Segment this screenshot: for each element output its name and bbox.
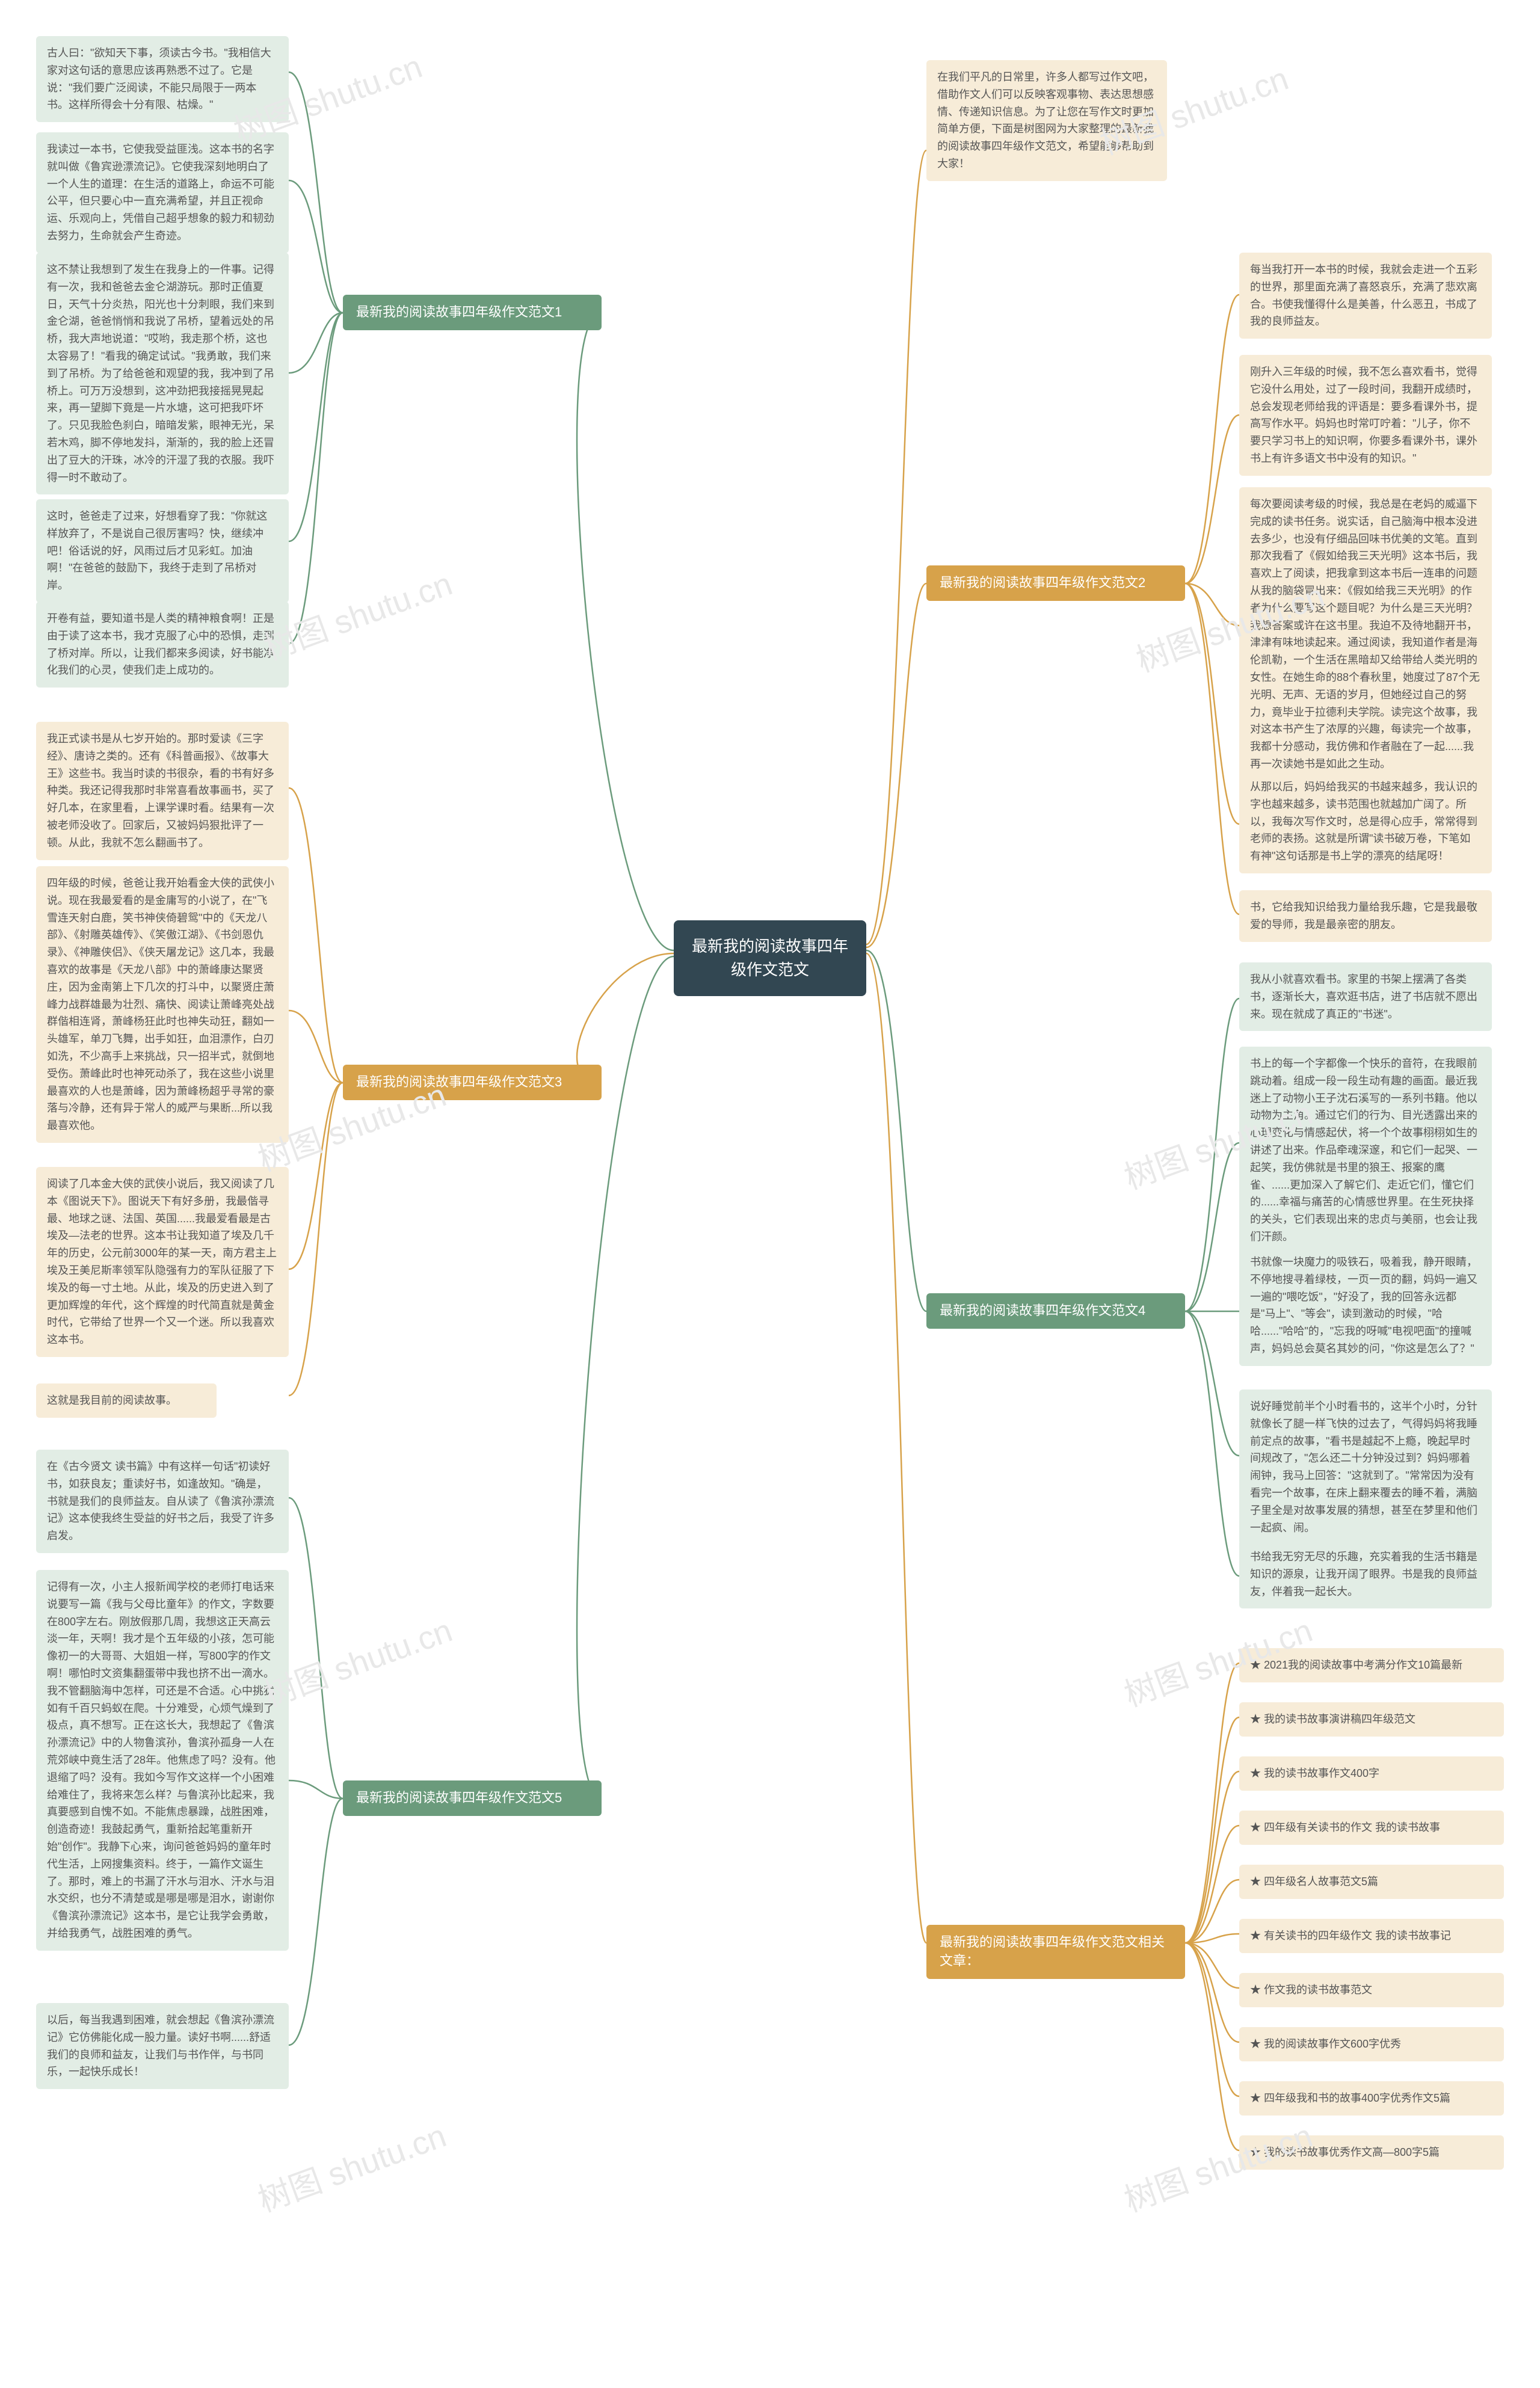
leaf-node: 四年级的时候，爸爸让我开始看金大侠的武侠小说。现在我最爱看的是金庸写的小说了，在… [36,866,289,1143]
leaf-node: 我正式读书是从七岁开始的。那时爱读《三字经》、唐诗之类的。还有《科普画报》、《故… [36,722,289,860]
leaf-node: 书给我无穷无尽的乐趣，充实着我的生活书籍是知识的源泉，让我开阔了眼界。书是我的良… [1239,1540,1492,1608]
center-node: 最新我的阅读故事四年级作文范文 [674,920,866,996]
leaf-node: ★ 有关读书的四年级作文 我的读书故事记 [1239,1919,1504,1953]
leaf-node: 每当我打开一本书的时候，我就会走进一个五彩的世界，那里面充满了喜怒哀乐，充满了悲… [1239,253,1492,339]
branch-node: 最新我的阅读故事四年级作文范文2 [926,565,1185,601]
leaf-node: 阅读了几本金大侠的武侠小说后，我又阅读了几本《图说天下》。图说天下有好多册，我最… [36,1167,289,1357]
leaf-node: ★ 四年级名人故事范文5篇 [1239,1865,1504,1899]
leaf-node: ★ 我的读书故事优秀作文高—800字5篇 [1239,2135,1504,2170]
leaf-node: ★ 2021我的阅读故事中考满分作文10篇最新 [1239,1648,1504,1682]
leaf-node: ★ 四年级我和书的故事400字优秀作文5篇 [1239,2081,1504,2116]
leaf-node: 在我们平凡的日常里，许多人都写过作文吧，借助作文人们可以反映客观事物、表达思想感… [926,60,1167,181]
branch-node: 最新我的阅读故事四年级作文范文相关文章： [926,1925,1185,1979]
leaf-node: ★ 我的读书故事演讲稿四年级范文 [1239,1702,1504,1737]
leaf-node: 刚升入三年级的时候，我不怎么喜欢看书，觉得它没什么用处，过了一段时间，我翻开成绩… [1239,355,1492,476]
leaf-node: 这不禁让我想到了发生在我身上的一件事。记得有一次，我和爸爸去金仑湖游玩。那时正值… [36,253,289,494]
leaf-node: ★ 我的读书故事作文400字 [1239,1756,1504,1791]
leaf-node: 从那以后，妈妈给我买的书越来越多，我认识的字也越来越多，读书范围也就越加广阔了。… [1239,770,1492,873]
branch-node: 最新我的阅读故事四年级作文范文5 [343,1780,602,1816]
leaf-node: 记得有一次，小主人报新闻学校的老师打电话来说要写一篇《我与父母比童年》的作文，字… [36,1570,289,1951]
leaf-node: 开卷有益，要知道书是人类的精神粮食啊！正是由于读了这本书，我才克服了心中的恐惧，… [36,602,289,688]
leaf-node: 书就像一块魔力的吸铁石，吸着我，静开眼睛，不停地搜寻着绿枝，一页一页的翻，妈妈一… [1239,1245,1492,1366]
leaf-node: 这就是我目前的阅读故事。 [36,1383,217,1418]
leaf-node: 古人曰："欲知天下事，须读古今书。"我相信大家对这句话的意思应该再熟悉不过了。它… [36,36,289,122]
leaf-node: 书上的每一个字都像一个快乐的音符，在我眼前跳动着。组成一段一段生动有趣的画面。最… [1239,1047,1492,1254]
leaf-node: ★ 四年级有关读书的作文 我的读书故事 [1239,1811,1504,1845]
leaf-node: 我读过一本书，它使我受益匪浅。这本书的名字就叫做《鲁宾逊漂流记》。它使我深刻地明… [36,132,289,253]
leaf-node: 以后，每当我遇到困难，就会想起《鲁滨孙漂流记》它仿佛能化成一股力量。读好书啊..… [36,2003,289,2089]
leaf-node: 在《古今贤文 读书篇》中有这样一句话"初读好书，如获良友；重读好书，如逢故知。"… [36,1450,289,1553]
branch-node: 最新我的阅读故事四年级作文范文3 [343,1065,602,1100]
leaf-node: ★ 作文我的读书故事范文 [1239,1973,1504,2007]
leaf-node: 说好睡觉前半个小时看书的，这半个小时，分针就像长了腿一样飞快的过去了，气得妈妈将… [1239,1389,1492,1545]
watermark: 树图 shutu.cn [250,2109,451,2221]
branch-node: 最新我的阅读故事四年级作文范文1 [343,295,602,330]
branch-node: 最新我的阅读故事四年级作文范文4 [926,1293,1185,1329]
leaf-node: 这时，爸爸走了过来，好想看穿了我："你就这样放弃了，不是说自己很厉害吗？快，继续… [36,499,289,603]
leaf-node: 每次要阅读考级的时候，我总是在老妈的威逼下完成的读书任务。说实话，自己脑海中根本… [1239,487,1492,781]
leaf-node: 我从小就喜欢看书。家里的书架上摆满了各类书，逐渐长大，喜欢逛书店，进了书店就不愿… [1239,962,1492,1031]
leaf-node: ★ 我的阅读故事作文600字优秀 [1239,2027,1504,2061]
leaf-node: 书，它给我知识给我力量给我乐趣，它是我最敬爱的导师，我是最亲密的朋友。 [1239,890,1492,942]
